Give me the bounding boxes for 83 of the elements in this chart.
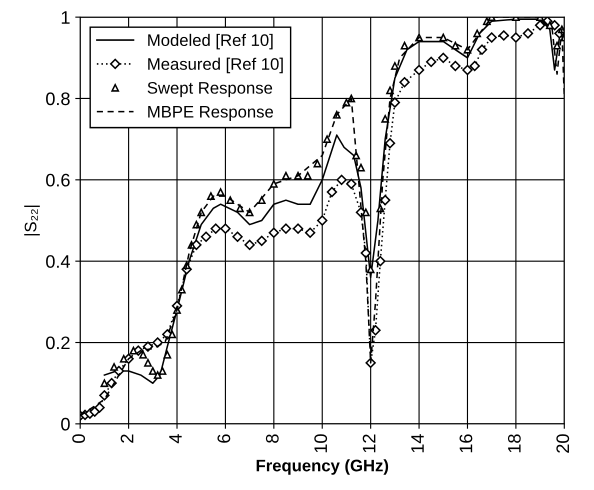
y-tick-label: 0.2 <box>46 336 70 350</box>
x-tick-label: 8 <box>266 434 279 443</box>
point <box>362 208 370 216</box>
y-tick-label: 0 <box>61 418 70 431</box>
point <box>292 223 304 234</box>
legend-label: Swept Response <box>148 82 272 98</box>
point <box>534 20 546 30</box>
point <box>470 60 480 72</box>
point <box>304 228 316 238</box>
point <box>366 265 375 274</box>
x-tick-label: 12 <box>362 434 376 452</box>
point <box>375 256 386 266</box>
point <box>522 28 534 39</box>
y-tick-label: 0.6 <box>46 174 70 187</box>
point <box>346 178 356 190</box>
x-tick-label: 16 <box>460 434 472 452</box>
point <box>476 44 488 55</box>
x-tick-label: 2 <box>120 434 134 443</box>
point <box>148 367 157 375</box>
point <box>426 56 436 68</box>
point <box>314 160 322 168</box>
point <box>451 42 460 50</box>
point <box>158 367 166 375</box>
point <box>546 21 554 30</box>
legend-label: Modeled [Ref 10] <box>148 34 273 50</box>
x-tick-label: 4 <box>169 434 182 444</box>
x-axis-title: Frequency (GHz) <box>256 459 388 475</box>
point <box>120 354 128 363</box>
point <box>553 42 561 50</box>
point <box>94 402 105 413</box>
point <box>510 32 522 43</box>
y-tick-label: 0.8 <box>46 92 70 106</box>
point <box>244 240 255 250</box>
point <box>473 30 482 38</box>
point <box>381 114 390 123</box>
point <box>304 172 312 180</box>
point <box>168 330 176 338</box>
point <box>270 180 278 188</box>
point <box>336 174 347 186</box>
point <box>390 97 400 108</box>
x-tick-label: 6 <box>217 434 230 443</box>
legend-label: Measured [Ref 10] <box>148 58 283 74</box>
point <box>326 186 338 198</box>
x-tick-label: 20 <box>556 434 570 453</box>
point <box>110 363 118 371</box>
y-tick-label: 1 <box>62 11 70 24</box>
point <box>280 223 292 234</box>
y-tick-label: 0.4 <box>46 255 70 268</box>
point <box>256 236 267 246</box>
point <box>139 350 148 359</box>
point <box>154 371 162 379</box>
point <box>400 42 408 50</box>
point <box>100 379 108 388</box>
point <box>498 30 509 41</box>
x-tick-label: 14 <box>411 434 424 452</box>
point <box>390 62 399 70</box>
point <box>486 32 497 43</box>
point <box>399 77 410 88</box>
point <box>216 188 224 196</box>
point <box>414 64 424 76</box>
point <box>200 232 212 242</box>
point <box>323 135 331 144</box>
point <box>258 196 266 204</box>
point <box>144 358 152 367</box>
x-tick-label: 10 <box>314 434 328 452</box>
point <box>268 228 280 238</box>
point <box>439 34 448 42</box>
x-tick-label: 18 <box>508 434 521 452</box>
legend-label: MBPE Response <box>148 106 274 121</box>
point <box>384 138 396 148</box>
point <box>220 223 231 234</box>
point <box>450 60 461 72</box>
x-tick-label: 0 <box>72 434 86 443</box>
point <box>462 64 473 76</box>
y-axis-title: |S₂₂| <box>24 206 40 236</box>
point <box>163 350 172 359</box>
point <box>130 346 138 355</box>
point <box>210 223 221 234</box>
point <box>317 215 328 226</box>
point <box>232 232 243 242</box>
point <box>357 164 365 172</box>
point <box>438 52 448 64</box>
point <box>152 337 163 348</box>
